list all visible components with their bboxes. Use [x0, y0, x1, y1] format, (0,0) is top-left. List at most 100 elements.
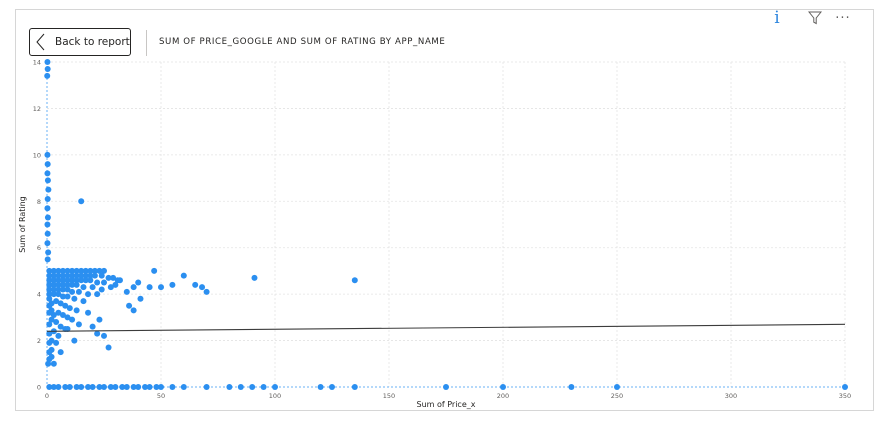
- data-point[interactable]: [44, 230, 51, 237]
- data-point[interactable]: [73, 281, 80, 288]
- data-point[interactable]: [46, 349, 53, 356]
- data-point[interactable]: [142, 384, 149, 390]
- data-point[interactable]: [94, 279, 101, 286]
- data-point[interactable]: [44, 221, 51, 228]
- data-point[interactable]: [96, 267, 103, 274]
- data-point[interactable]: [237, 384, 244, 390]
- data-point[interactable]: [101, 279, 107, 286]
- data-point[interactable]: [71, 295, 78, 302]
- data-point[interactable]: [55, 286, 62, 293]
- data-point[interactable]: [53, 298, 60, 305]
- data-point[interactable]: [82, 272, 89, 279]
- data-point[interactable]: [57, 323, 64, 330]
- data-point[interactable]: [87, 267, 94, 274]
- data-point[interactable]: [59, 267, 66, 274]
- data-point[interactable]: [44, 205, 51, 212]
- data-point[interactable]: [45, 249, 52, 256]
- data-point[interactable]: [69, 288, 76, 295]
- data-point[interactable]: [91, 267, 98, 274]
- data-point[interactable]: [119, 384, 126, 390]
- data-point[interactable]: [260, 384, 267, 390]
- data-point[interactable]: [64, 314, 71, 321]
- data-point[interactable]: [443, 384, 449, 390]
- data-point[interactable]: [50, 291, 57, 298]
- data-point[interactable]: [64, 272, 71, 279]
- data-point[interactable]: [46, 286, 53, 293]
- data-point[interactable]: [50, 277, 57, 284]
- data-point[interactable]: [87, 272, 94, 279]
- data-point[interactable]: [73, 384, 80, 390]
- data-point[interactable]: [107, 384, 114, 390]
- data-point[interactable]: [317, 384, 324, 390]
- data-point[interactable]: [272, 384, 278, 390]
- data-point[interactable]: [46, 384, 53, 390]
- data-point[interactable]: [45, 186, 52, 193]
- data-point[interactable]: [500, 384, 506, 390]
- data-point[interactable]: [146, 384, 153, 390]
- data-point[interactable]: [85, 291, 92, 298]
- data-point[interactable]: [107, 284, 114, 291]
- data-point[interactable]: [78, 272, 85, 279]
- data-point[interactable]: [89, 323, 96, 330]
- data-point[interactable]: [199, 284, 206, 291]
- data-point[interactable]: [101, 384, 107, 390]
- data-point[interactable]: [46, 272, 53, 279]
- data-point[interactable]: [98, 272, 105, 279]
- data-point[interactable]: [44, 177, 51, 184]
- back-to-report-button[interactable]: Back to report: [29, 28, 131, 56]
- data-point[interactable]: [57, 349, 64, 356]
- data-point[interactable]: [105, 344, 112, 351]
- data-point[interactable]: [91, 272, 98, 279]
- data-point[interactable]: [151, 267, 158, 274]
- data-point[interactable]: [89, 284, 96, 291]
- data-point[interactable]: [50, 267, 57, 274]
- data-point[interactable]: [146, 284, 153, 291]
- data-point[interactable]: [112, 281, 119, 288]
- data-point[interactable]: [80, 284, 87, 291]
- data-point[interactable]: [73, 267, 80, 274]
- data-point[interactable]: [203, 288, 210, 295]
- data-point[interactable]: [153, 384, 160, 390]
- data-point[interactable]: [46, 339, 53, 346]
- data-point[interactable]: [55, 281, 62, 288]
- data-point[interactable]: [46, 281, 53, 288]
- data-point[interactable]: [101, 267, 107, 274]
- data-point[interactable]: [71, 337, 78, 344]
- data-point[interactable]: [130, 284, 137, 291]
- data-point[interactable]: [55, 309, 62, 316]
- data-point[interactable]: [96, 384, 103, 390]
- more-options-icon[interactable]: ···: [835, 10, 851, 26]
- data-point[interactable]: [82, 277, 89, 284]
- data-point[interactable]: [69, 277, 76, 284]
- data-point[interactable]: [73, 307, 80, 314]
- data-point[interactable]: [98, 286, 105, 293]
- data-point[interactable]: [50, 360, 57, 367]
- data-point[interactable]: [59, 272, 66, 279]
- data-point[interactable]: [44, 170, 51, 177]
- data-point[interactable]: [126, 302, 133, 309]
- data-point[interactable]: [64, 281, 71, 288]
- data-point[interactable]: [226, 384, 233, 390]
- data-point[interactable]: [89, 384, 96, 390]
- data-point[interactable]: [44, 151, 51, 158]
- data-point[interactable]: [568, 384, 575, 390]
- data-point[interactable]: [59, 286, 66, 293]
- data-point[interactable]: [66, 384, 73, 390]
- data-point[interactable]: [69, 316, 76, 323]
- data-point[interactable]: [50, 272, 57, 279]
- data-point[interactable]: [50, 312, 57, 319]
- data-point[interactable]: [614, 384, 620, 390]
- data-point[interactable]: [123, 384, 130, 390]
- data-point[interactable]: [55, 272, 62, 279]
- data-point[interactable]: [44, 195, 51, 202]
- data-point[interactable]: [112, 384, 119, 390]
- data-point[interactable]: [55, 277, 62, 284]
- data-point[interactable]: [110, 274, 117, 281]
- data-point[interactable]: [116, 277, 123, 284]
- data-point[interactable]: [53, 319, 60, 325]
- data-point[interactable]: [135, 384, 142, 390]
- data-point[interactable]: [46, 267, 53, 274]
- data-point[interactable]: [85, 384, 92, 390]
- data-point[interactable]: [137, 295, 144, 302]
- data-point[interactable]: [62, 302, 69, 309]
